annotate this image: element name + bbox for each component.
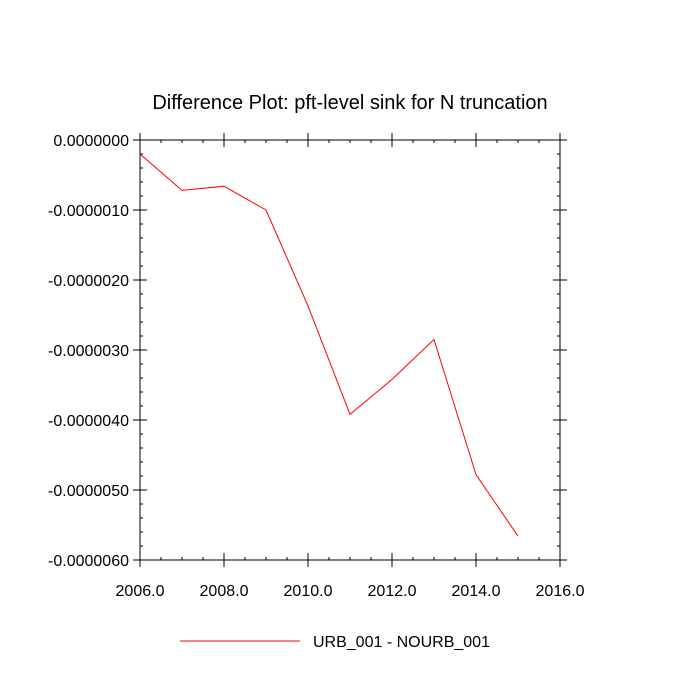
y-tick-label: -0.0000040	[48, 413, 129, 430]
chart-title: Difference Plot: pft-level sink for N tr…	[152, 92, 547, 114]
x-tick-label: 2016.0	[536, 583, 585, 600]
axis-ticks	[133, 133, 567, 567]
y-tick-label: -0.0000030	[48, 343, 129, 360]
y-tick-label: -0.0000010	[48, 203, 129, 220]
y-tick-label: 0.0000000	[53, 133, 129, 150]
y-tick-label: -0.0000050	[48, 483, 129, 500]
legend-label: URB_001 - NOURB_001	[313, 634, 490, 651]
series-layer	[139, 153, 519, 537]
legend: URB_001 - NOURB_001	[180, 634, 490, 651]
x-tick-label: 2010.0	[284, 583, 333, 600]
series-line	[139, 153, 519, 537]
y-tick-labels: 0.0000000 -0.0000010 -0.0000020 -0.0000030 -…	[48, 133, 129, 570]
y-tick-label: -0.0000020	[48, 273, 129, 290]
plot-frame	[139, 139, 561, 561]
x-tick-label: 2008.0	[200, 583, 249, 600]
x-tick-label: 2006.0	[116, 583, 165, 600]
y-tick-label: -0.0000060	[48, 553, 129, 570]
x-tick-label: 2014.0	[452, 583, 501, 600]
x-tick-label: 2012.0	[368, 583, 417, 600]
x-tick-labels: 2006.0 2008.0 2010.0 2012.0 2014.0 2016.0	[116, 583, 585, 600]
